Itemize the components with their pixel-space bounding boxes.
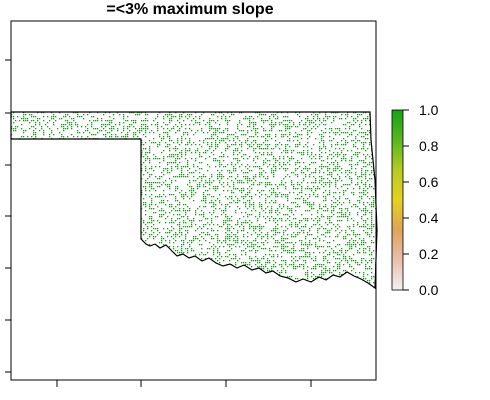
legend-tick-label: 0.2: [419, 246, 439, 262]
legend-tick-label: 0.6: [419, 174, 439, 190]
legend-tick-label: 1.0: [419, 102, 439, 118]
bottom-axis-ticks: [57, 380, 311, 387]
legend-tick-label: 0.0: [419, 282, 439, 298]
legend-ticks: 1.0 0.8 0.6 0.4 0.2 0.0: [403, 102, 439, 298]
legend-tick-label: 0.4: [419, 210, 439, 226]
legend-tick-label: 0.8: [419, 138, 439, 154]
left-axis-ticks: [5, 60, 11, 372]
legend-colorbar: [392, 110, 403, 290]
color-legend: 1.0 0.8 0.6 0.4 0.2 0.0: [392, 102, 439, 298]
